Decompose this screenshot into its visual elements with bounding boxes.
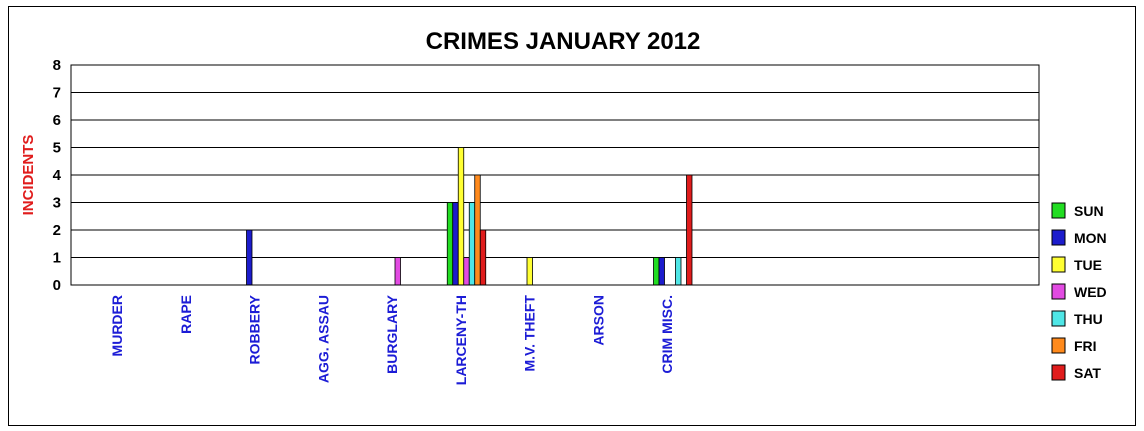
- bar-mon: [452, 202, 459, 286]
- bar-sat: [686, 174, 693, 286]
- y-tick-label: 4: [53, 167, 62, 184]
- bar-mon: [658, 257, 665, 286]
- category-label: ARSON: [590, 295, 606, 346]
- y-tick-label: 2: [53, 222, 61, 239]
- category-label: M.V. THEFT: [522, 295, 538, 372]
- chart-svg: CRIMES JANUARY 2012 0 1 2 3 4 5 6 7 8 MURDER RAPE…: [20, 28, 1107, 385]
- legend-swatch-wed: [1051, 283, 1066, 300]
- bar-mon: [246, 229, 253, 286]
- legend: SUN MON TUE WED THU FRI SAT: [1051, 202, 1107, 381]
- category-label: MURDER: [109, 295, 125, 356]
- category-label: ROBBERY: [247, 294, 263, 364]
- bar-sun: [653, 257, 660, 286]
- bar-sat: [479, 229, 487, 286]
- bar-wed: [394, 257, 401, 286]
- y-tick-label: 0: [53, 277, 61, 294]
- y-tick-label: 6: [53, 112, 61, 129]
- bars: [246, 147, 693, 286]
- legend-label: FRI: [1074, 338, 1097, 354]
- legend-swatch-sun: [1051, 202, 1066, 219]
- legend-label: MON: [1074, 230, 1107, 246]
- chart-frame: CRIMES JANUARY 2012 0 1 2 3 4 5 6 7 8 MURDER RAPE…: [8, 6, 1136, 426]
- bar-sun: [446, 202, 454, 286]
- plot-area: [70, 64, 1040, 286]
- gridlines: [71, 64, 1039, 286]
- legend-label: SAT: [1074, 365, 1101, 381]
- y-tick-labels: 0 1 2 3 4 5 6 7 8: [53, 57, 62, 294]
- bar-thu: [675, 257, 682, 286]
- legend-label: TUE: [1074, 257, 1102, 273]
- legend-swatch-thu: [1051, 310, 1066, 327]
- legend-label: WED: [1074, 284, 1107, 300]
- category-label: CRIM MISC.: [659, 295, 675, 374]
- y-tick-label: 3: [53, 195, 61, 212]
- bar-thu: [468, 202, 476, 286]
- category-label: LARCENY-TH: [453, 295, 469, 385]
- y-tick-label: 5: [53, 140, 61, 157]
- y-tick-label: 1: [53, 250, 61, 267]
- y-axis-label: INCIDENTS: [20, 135, 37, 216]
- y-tick-label: 7: [53, 85, 61, 102]
- category-labels: MURDER RAPE ROBBERY AGG. ASSAU BURGLARY LARCE…: [109, 294, 675, 385]
- legend-swatch-sat: [1051, 364, 1066, 381]
- bar-tue: [457, 147, 465, 286]
- legend-swatch-tue: [1051, 256, 1066, 273]
- category-label: RAPE: [178, 295, 194, 334]
- legend-swatch-fri: [1051, 337, 1066, 354]
- y-tick-label: 8: [53, 57, 61, 74]
- legend-label: SUN: [1074, 203, 1104, 219]
- chart-title: CRIMES JANUARY 2012: [426, 28, 701, 55]
- category-label: AGG. ASSAU: [315, 295, 331, 383]
- bar-wed: [463, 257, 470, 286]
- bar-fri: [474, 174, 481, 286]
- legend-label: THU: [1074, 311, 1103, 327]
- category-label: BURGLARY: [384, 294, 400, 373]
- bar-tue: [526, 257, 533, 286]
- legend-swatch-mon: [1051, 229, 1066, 246]
